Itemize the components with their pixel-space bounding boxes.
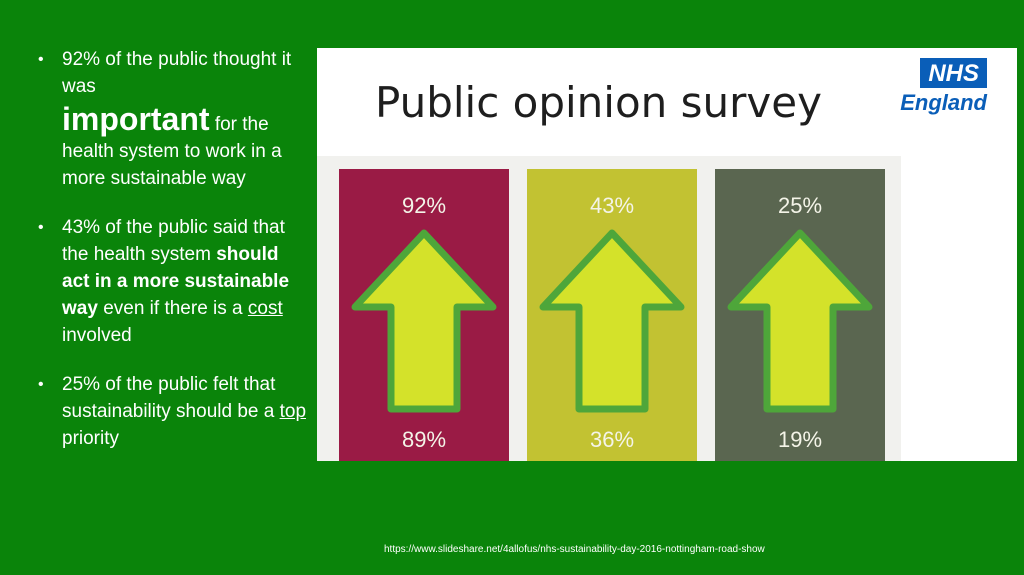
bottom-percentage: 89% — [401, 427, 447, 452]
up-arrow-icon — [727, 229, 873, 413]
bullet-dot-icon: • — [38, 219, 44, 236]
bullet-item-cost: • 43% of the public said that the health… — [36, 214, 306, 349]
bullet-emphasis: important — [62, 101, 210, 137]
bullet-list: • 92% of the public thought it was impor… — [36, 46, 306, 474]
bullet-item-priority: • 25% of the public felt that sustainabi… — [36, 371, 306, 452]
bullet-text: for the health system to work in a more … — [62, 114, 282, 189]
bullet-text: 92% of the public thought it was — [62, 49, 292, 97]
up-arrow-icon — [539, 229, 685, 413]
top-percentage: 92% — [401, 193, 447, 218]
top-percentage: 43% — [589, 193, 635, 218]
bottom-percentage: 36% — [589, 427, 635, 452]
survey-column-1: 92% 89% — [339, 169, 509, 461]
bullet-text: involved — [62, 325, 132, 346]
panel-title: Public opinion survey — [375, 78, 822, 127]
nhs-england-logo: NHS England — [877, 58, 987, 116]
bullet-text: 43% of the public said that the health s… — [62, 217, 285, 265]
bullet-dot-icon: • — [38, 51, 44, 68]
survey-image-panel: Public opinion survey NHS England 92% 89… — [317, 48, 1017, 461]
bullet-bold-text: should act in a more sustainable way — [62, 244, 290, 319]
bullet-dot-icon: • — [38, 376, 44, 393]
bullet-text: priority — [62, 428, 120, 449]
bullet-text: even if there is a — [103, 298, 243, 319]
nhs-logo-box: NHS — [920, 58, 987, 88]
bullet-item-importance: • 92% of the public thought it was impor… — [36, 46, 306, 192]
bullet-underlined-text: top — [279, 401, 307, 422]
up-arrow-icon — [351, 229, 497, 413]
bottom-percentage: 19% — [777, 427, 823, 452]
bullet-underlined-text: cost — [247, 298, 283, 319]
top-percentage: 25% — [777, 193, 823, 218]
nhs-logo-subtitle: England — [900, 90, 987, 115]
source-url[interactable]: https://www.slideshare.net/4allofus/nhs-… — [384, 544, 765, 555]
bullet-text: 25% of the public felt that sustainabili… — [62, 374, 276, 422]
survey-column-3: 25% 19% — [715, 169, 885, 461]
survey-column-2: 43% 36% — [527, 169, 697, 461]
